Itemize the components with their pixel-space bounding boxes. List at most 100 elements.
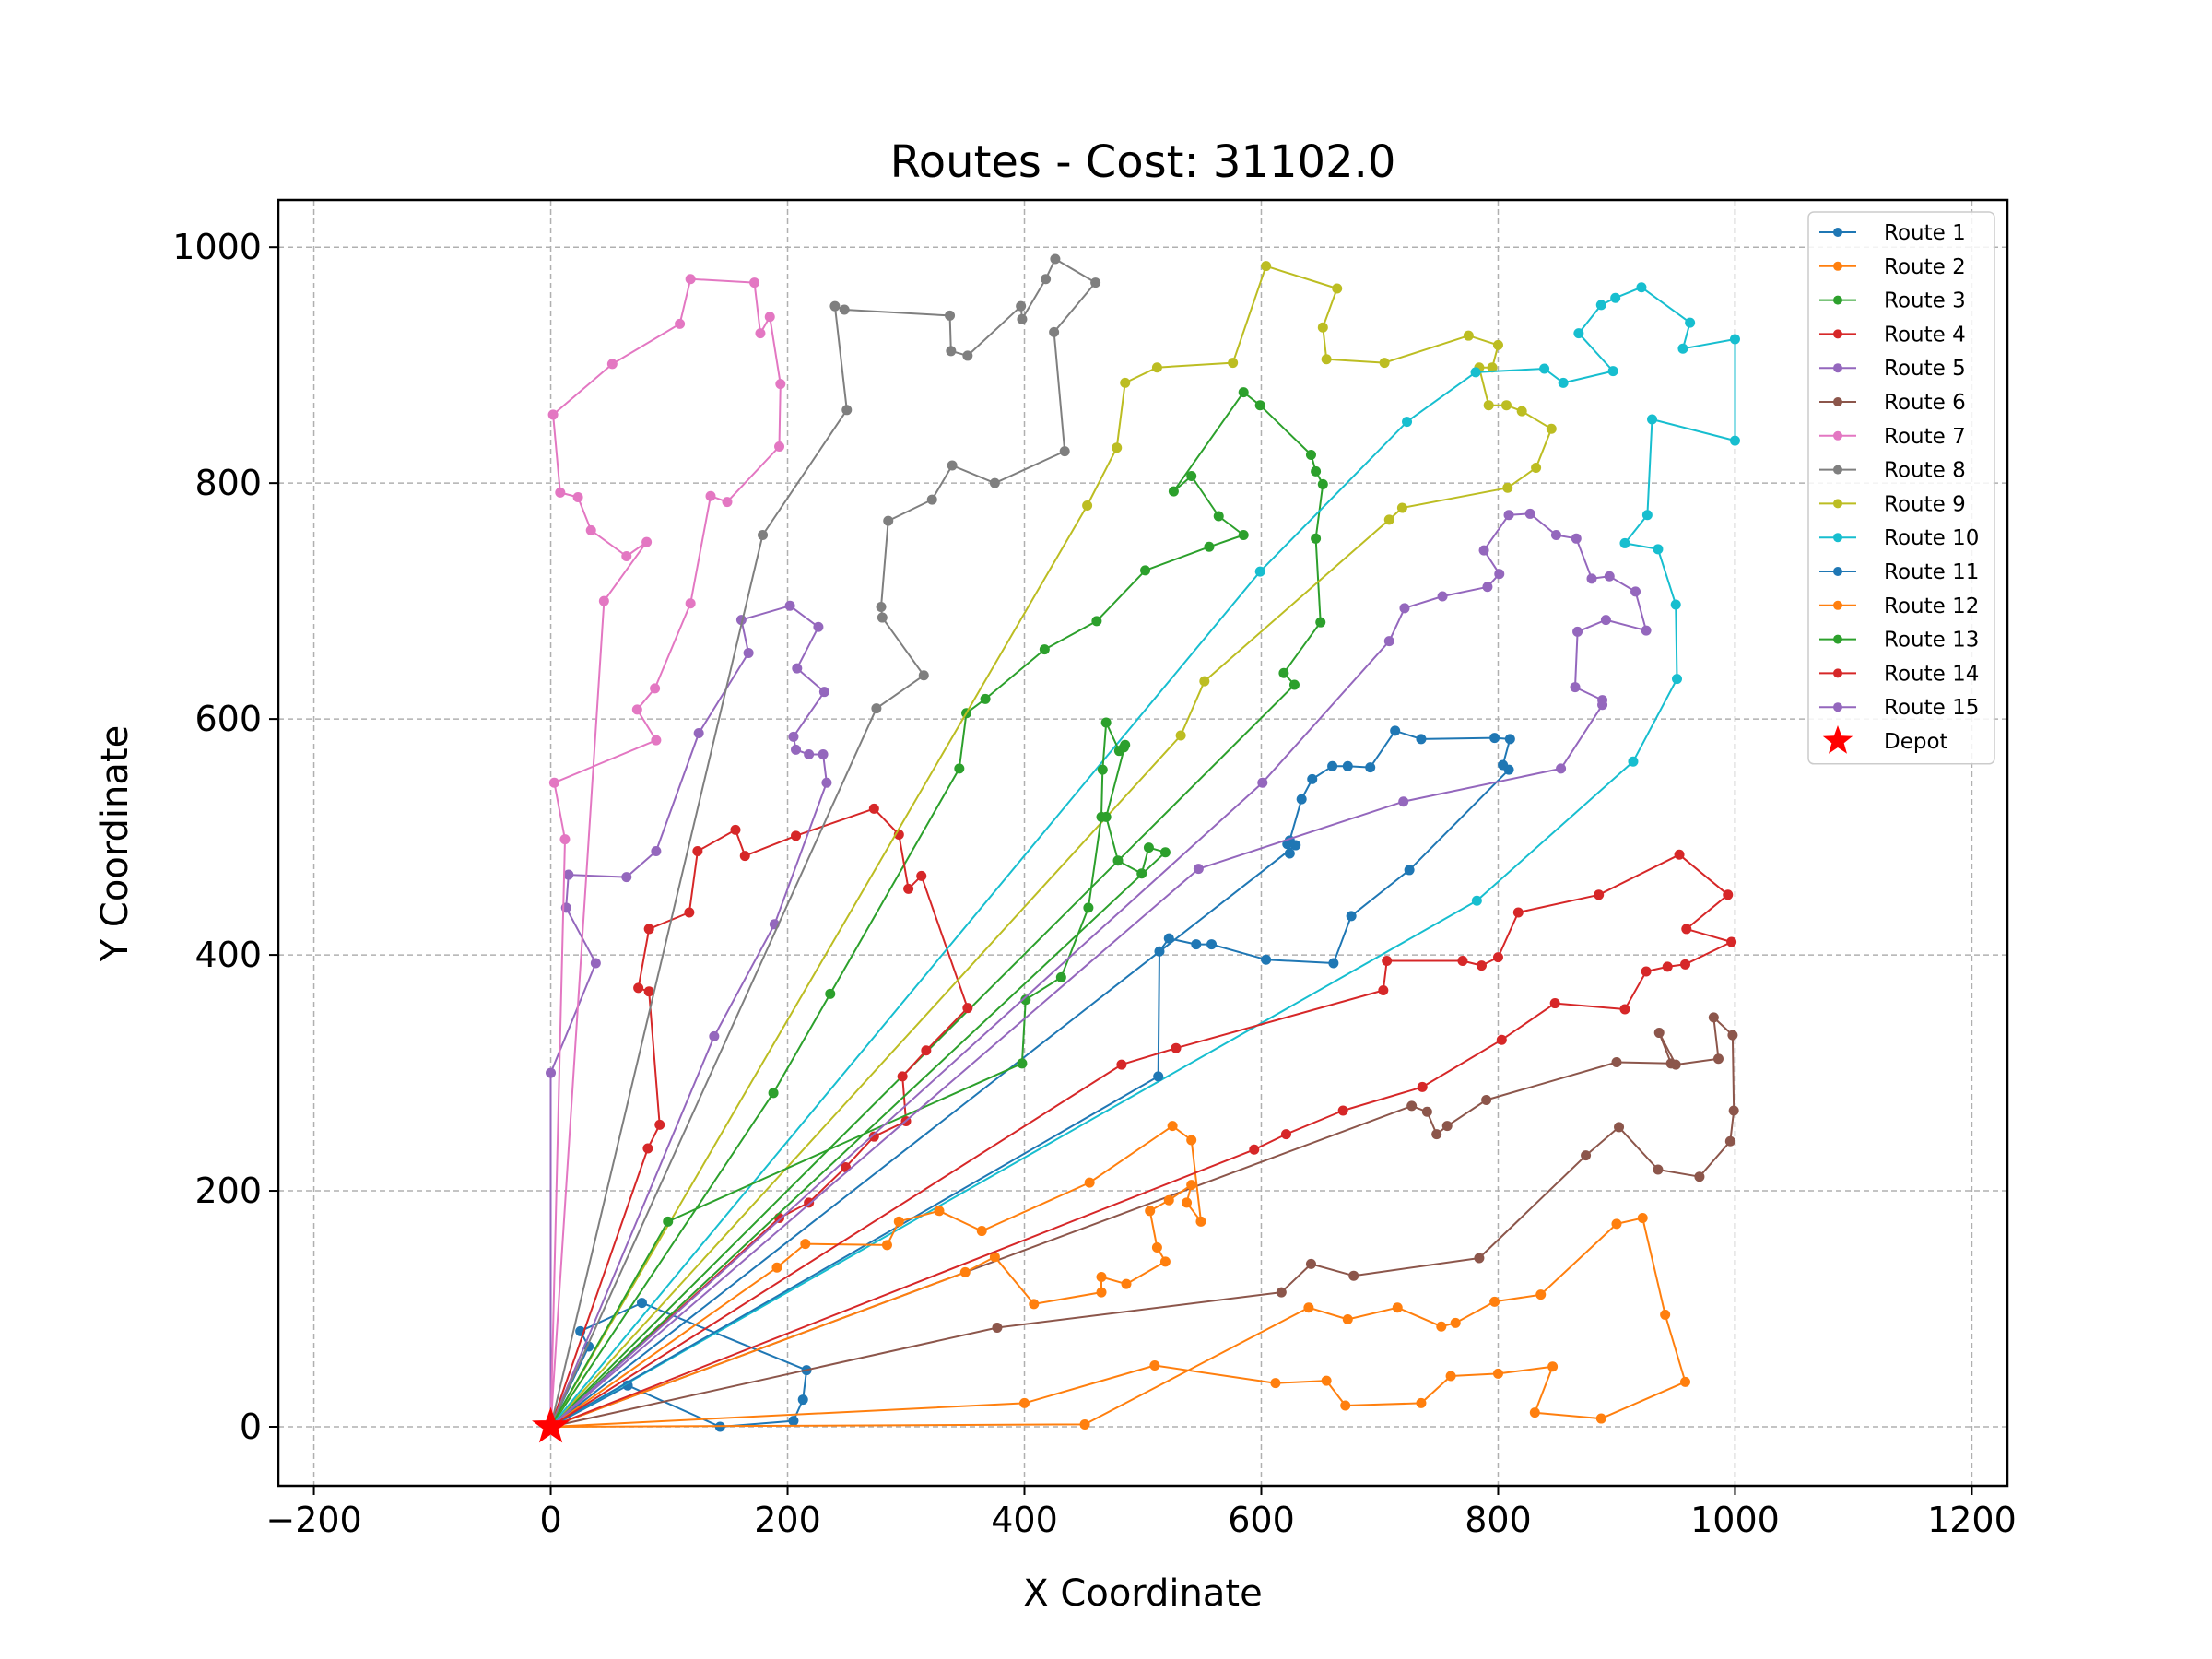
route-point xyxy=(903,883,914,894)
route-point xyxy=(1558,377,1569,388)
route-point xyxy=(1140,565,1151,576)
route-point xyxy=(1039,644,1050,655)
route-point xyxy=(1595,300,1606,311)
route-point xyxy=(945,310,956,321)
route-point xyxy=(1729,435,1740,446)
chart-title: Routes - Cost: 31102.0 xyxy=(890,136,1396,188)
route-point xyxy=(980,693,991,704)
route-point xyxy=(1261,261,1272,272)
route-point xyxy=(954,763,965,774)
route-point xyxy=(1342,1314,1353,1325)
route-point xyxy=(1416,734,1427,745)
route-point xyxy=(1641,966,1652,977)
legend-label: Route 2 xyxy=(1884,255,1966,279)
route-point xyxy=(1305,1258,1316,1269)
route-point xyxy=(1254,400,1265,411)
x-tick-label: 600 xyxy=(1228,1500,1295,1540)
route-point xyxy=(1581,1150,1592,1161)
route-point xyxy=(1049,326,1060,337)
route-point xyxy=(1503,510,1514,521)
route-point xyxy=(841,405,853,416)
route-point xyxy=(788,731,799,742)
route-point xyxy=(651,845,662,856)
route-point xyxy=(1729,334,1740,345)
route-point xyxy=(1311,465,1322,477)
route-point xyxy=(1445,1371,1456,1382)
route-point xyxy=(1607,366,1618,377)
y-tick-label: 600 xyxy=(194,699,262,739)
route-point xyxy=(1254,566,1265,577)
route-point xyxy=(792,663,803,674)
route-point xyxy=(1619,537,1630,548)
route-point xyxy=(1059,446,1070,457)
x-axis-label: X Coordinate xyxy=(1023,1572,1262,1615)
route-point xyxy=(883,515,894,526)
route-point xyxy=(764,312,775,323)
route-point xyxy=(692,845,703,856)
route-point xyxy=(1708,1012,1719,1023)
route-point xyxy=(1195,1216,1206,1227)
route-point xyxy=(1332,283,1343,294)
route-point xyxy=(774,1212,785,1223)
route-point xyxy=(1611,1057,1622,1068)
route-point xyxy=(1175,730,1186,741)
route-point xyxy=(804,1197,815,1208)
route-point xyxy=(1328,958,1339,969)
y-ticks: 0 200 400 600 800 1000 xyxy=(172,227,278,1447)
route-point xyxy=(1159,1256,1171,1267)
route-point xyxy=(1726,936,1737,947)
route-point xyxy=(1614,1122,1625,1133)
route-point xyxy=(1600,615,1611,626)
legend-marker xyxy=(1833,363,1842,373)
route-point xyxy=(755,328,766,339)
route-point xyxy=(1679,1376,1690,1387)
route-point xyxy=(1685,317,1696,328)
route-point xyxy=(1084,1177,1095,1188)
route-point xyxy=(1498,759,1509,771)
route-point xyxy=(1604,571,1615,582)
route-11 xyxy=(546,725,1515,1432)
route-point xyxy=(1097,764,1108,775)
legend-marker xyxy=(1833,295,1842,305)
route-point xyxy=(1182,1197,1193,1208)
route-point xyxy=(1653,544,1664,555)
route-point xyxy=(1100,717,1112,728)
route-point xyxy=(897,1071,908,1082)
route-point xyxy=(1665,1058,1677,1069)
route-point xyxy=(1489,733,1500,744)
route-point xyxy=(1396,502,1407,513)
route-point xyxy=(1674,849,1685,860)
route-point xyxy=(1476,960,1487,971)
route-point xyxy=(1546,423,1557,434)
route-point xyxy=(1186,1180,1197,1191)
route-point xyxy=(1417,1081,1428,1092)
route-point xyxy=(1186,1135,1197,1146)
x-tick-label: 400 xyxy=(991,1500,1058,1540)
y-tick-label: 1000 xyxy=(172,227,262,267)
legend-marker xyxy=(1833,397,1842,406)
route-point xyxy=(1416,1397,1427,1408)
route-point xyxy=(1681,924,1692,935)
route-point xyxy=(1116,1059,1127,1070)
route-point xyxy=(1500,400,1512,411)
route-point xyxy=(1597,695,1608,706)
route-point xyxy=(693,727,704,738)
route-point xyxy=(1168,486,1179,497)
route-point xyxy=(1474,1253,1485,1264)
route-point xyxy=(1436,1321,1447,1332)
route-point xyxy=(946,346,957,357)
route-point xyxy=(1531,463,1542,474)
route-point xyxy=(1728,1105,1739,1116)
depot-layer xyxy=(532,1406,571,1443)
route-point xyxy=(1112,855,1124,866)
legend-marker xyxy=(1833,465,1842,475)
route-point xyxy=(962,350,973,361)
route-point xyxy=(709,1030,720,1041)
route-point xyxy=(1647,414,1658,425)
legend-label: Route 10 xyxy=(1884,526,1979,550)
route-point xyxy=(1539,363,1550,374)
route-point xyxy=(788,1416,799,1427)
route-point xyxy=(1619,1004,1630,1015)
route-point xyxy=(743,647,754,658)
legend-marker xyxy=(1833,228,1842,237)
